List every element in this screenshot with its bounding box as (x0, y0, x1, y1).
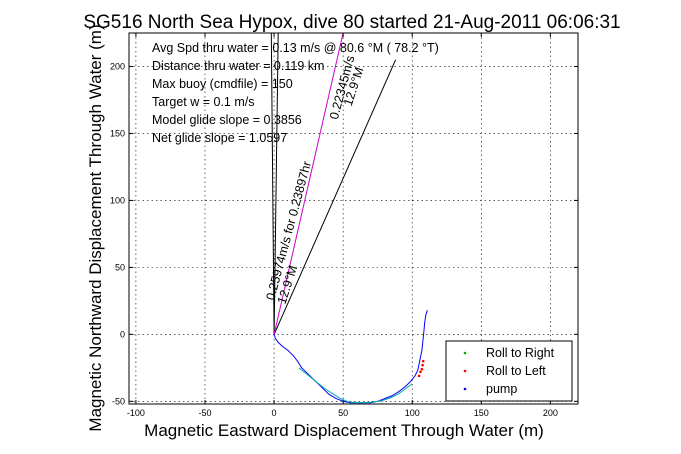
series-point (419, 370, 422, 374)
series-point (421, 359, 425, 363)
series-line-3 (273, 310, 428, 404)
legend-marker-roll-right (463, 351, 467, 355)
x-tick-label: -100 (127, 408, 145, 418)
legend-label-pump: pump (486, 382, 517, 396)
x-tick-label: 200 (543, 408, 558, 418)
x-tick-label: 0 (272, 408, 277, 418)
y-axis-label: Magnetic Northward Displacement Through … (86, 24, 105, 431)
legend-label-roll-right: Roll to Right (486, 346, 555, 360)
series-point (420, 367, 424, 371)
legend-marker-roll-left (463, 369, 467, 373)
x-tick-label: 150 (474, 408, 489, 418)
series-line-1 (273, 59, 397, 335)
y-tick-label: 150 (110, 128, 125, 138)
y-tick-label: 0 (120, 329, 125, 339)
y-tick-label: 100 (110, 195, 125, 205)
y-tick-label: 50 (115, 262, 125, 272)
annotation-max-buoy: Max buoy (cmdfile) = 150 (152, 77, 293, 91)
annotation-model-glide-slope: Model glide slope = 0.3856 (152, 113, 302, 127)
series-line-4 (298, 367, 413, 404)
series-point (421, 363, 424, 367)
axes-frame (128, 32, 579, 405)
legend-marker-pump (463, 387, 467, 391)
annotation-avg-speed: Avg Spd thru water = 0.13 m/s @ 80.6 °M … (152, 41, 439, 55)
annotation-block: Avg Spd thru water = 0.13 m/s @ 80.6 °M … (152, 41, 439, 145)
annotation-distance: Distance thru water = 0.119 km (152, 59, 324, 73)
series-line-2 (273, 32, 344, 335)
legend-box (445, 340, 573, 402)
legend: Roll to Right Roll to Left pump (445, 340, 573, 402)
legend-label-roll-left: Roll to Left (486, 364, 546, 378)
x-tick-label: 50 (338, 408, 348, 418)
x-tick-label: 100 (405, 408, 420, 418)
x-tick-label: -50 (198, 408, 211, 418)
series-layer (270, 32, 428, 404)
series-point (417, 374, 421, 378)
annotation-target-w: Target w = 0.1 m/s (152, 95, 254, 109)
x-axis-label: Magnetic Eastward Displacement Through W… (144, 421, 544, 440)
annotation-net-glide-slope: Net glide slope = 1.0597 (152, 131, 287, 145)
y-tick-label: -50 (112, 396, 125, 406)
chart-title: SG516 North Sea Hypox, dive 80 started 2… (83, 12, 620, 33)
diagonal-labels: 0.25974m/s for 0.23897hr12.9°M0.22345m/s… (263, 54, 366, 306)
y-tick-label: 200 (110, 61, 125, 71)
